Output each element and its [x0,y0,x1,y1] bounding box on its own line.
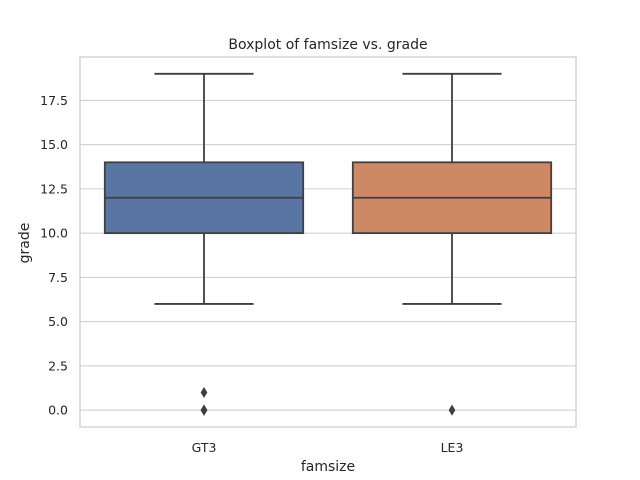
y-tick-label: 10.0 [40,226,68,241]
y-tick-label: 7.5 [48,270,68,285]
plot-frame [79,56,577,428]
x-tick-label: GT3 [192,440,217,455]
x-axis: GT3 LE3 [192,440,464,455]
y-tick-label: 2.5 [48,358,68,373]
y-tick-label: 17.5 [40,93,68,108]
outlier-point [448,404,456,416]
box-group-le3 [351,72,553,416]
x-axis-label: famsize [301,459,355,475]
box-group-gt3 [103,72,305,416]
outlier-point [200,404,208,416]
y-tick-label: 15.0 [40,137,68,152]
x-tick-label: LE3 [441,440,464,455]
y-tick-label: 12.5 [40,181,68,196]
y-axis-label: grade [17,223,33,264]
chart-title: Boxplot of famsize vs. grade [228,37,427,53]
y-axis: 0.0 2.5 5.0 7.5 10.0 12.5 15.0 17.5 [40,93,68,418]
y-tick-label: 5.0 [48,314,68,329]
box-series [103,72,553,416]
y-tick-label: 0.0 [48,403,68,418]
outlier-point [200,386,208,399]
